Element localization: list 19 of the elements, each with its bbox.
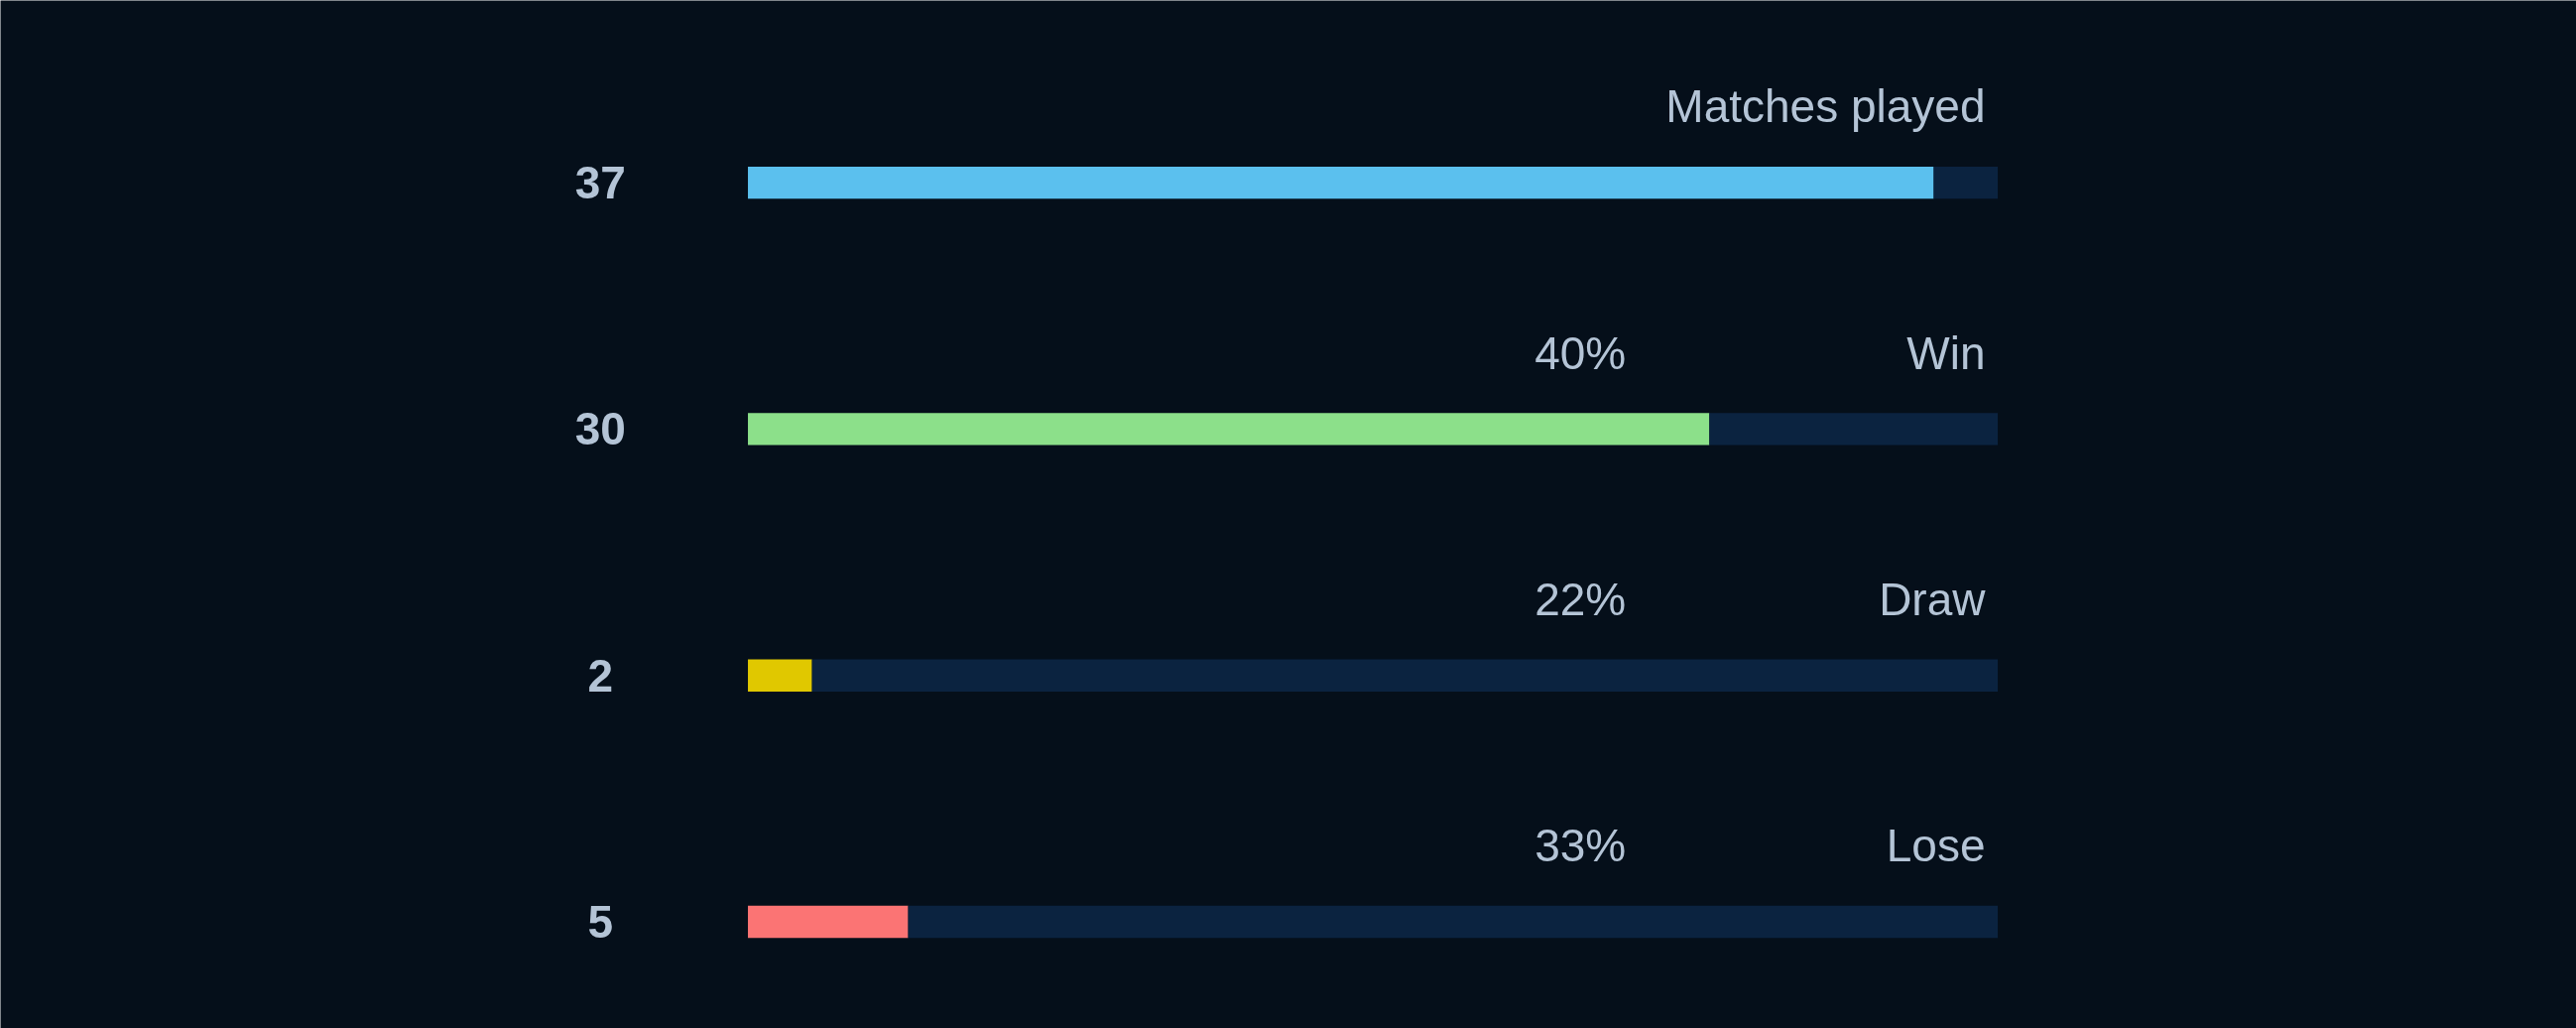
y-tick-label: Lose: [1886, 820, 1986, 872]
annotation: 40%: [1534, 326, 1627, 379]
bar: [748, 413, 1710, 446]
data-label: 37: [574, 157, 626, 209]
bar: [748, 167, 1934, 199]
bar: [1709, 413, 1999, 446]
y-tick-label: Draw: [1879, 573, 1987, 625]
bar: [748, 659, 812, 692]
data-label: 30: [574, 403, 626, 455]
bar: [908, 905, 1999, 939]
bar: [811, 659, 1999, 692]
y-tick-label: Matches played: [1665, 80, 1986, 133]
annotation: 22%: [1534, 573, 1627, 625]
data-label: 2: [587, 649, 614, 702]
annotation: 33%: [1534, 820, 1627, 872]
data-label: 5: [587, 896, 614, 948]
bar: [748, 905, 909, 939]
y-tick-label: Win: [1906, 326, 1986, 379]
bar: [1933, 167, 1999, 199]
